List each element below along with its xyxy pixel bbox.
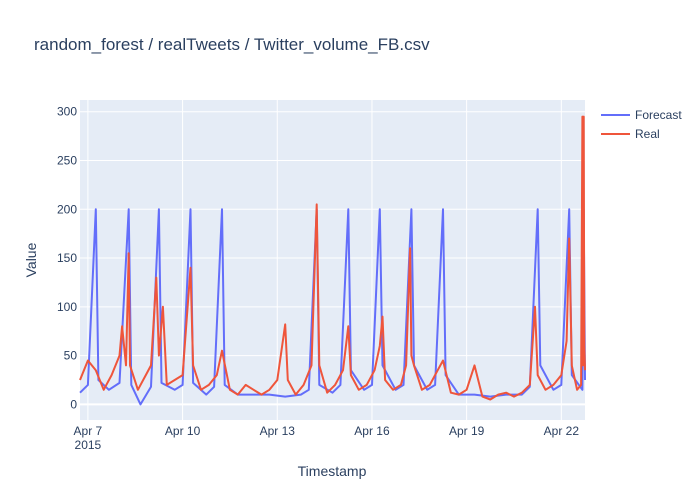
legend-label-real: Real	[635, 127, 660, 141]
x-tick-label: Apr 13	[260, 424, 296, 438]
series-line-forecast	[79, 208, 586, 406]
x-tick-sublabel: 2015	[75, 438, 102, 452]
series-line-real	[79, 115, 586, 401]
x-tick-label: Apr 19	[449, 424, 485, 438]
chart-title: random_forest / realTweets / Twitter_vol…	[34, 35, 430, 54]
y-tick-label: 250	[57, 153, 77, 167]
y-tick-label: 100	[57, 300, 77, 314]
x-axis-title: Timestamp	[298, 463, 367, 479]
plot-area	[80, 100, 585, 420]
y-tick-label: 200	[57, 202, 77, 216]
y-tick-label: 0	[70, 397, 77, 411]
x-tick-label: Apr 16	[354, 424, 390, 438]
x-tick-label: Apr 7	[74, 424, 103, 438]
legend: Forecast Real	[601, 108, 682, 141]
series-lines	[79, 115, 586, 406]
y-tick-label: 50	[64, 349, 78, 363]
y-tick-labels: 0 50 100 150 200 250 300	[57, 105, 77, 412]
x-tick-label: Apr 10	[165, 424, 201, 438]
y-tick-label: 150	[57, 251, 77, 265]
x-tick-label: Apr 22	[544, 424, 580, 438]
y-axis-title: Value	[23, 242, 39, 277]
y-tick-label: 300	[57, 105, 77, 119]
legend-label-forecast: Forecast	[635, 108, 682, 122]
